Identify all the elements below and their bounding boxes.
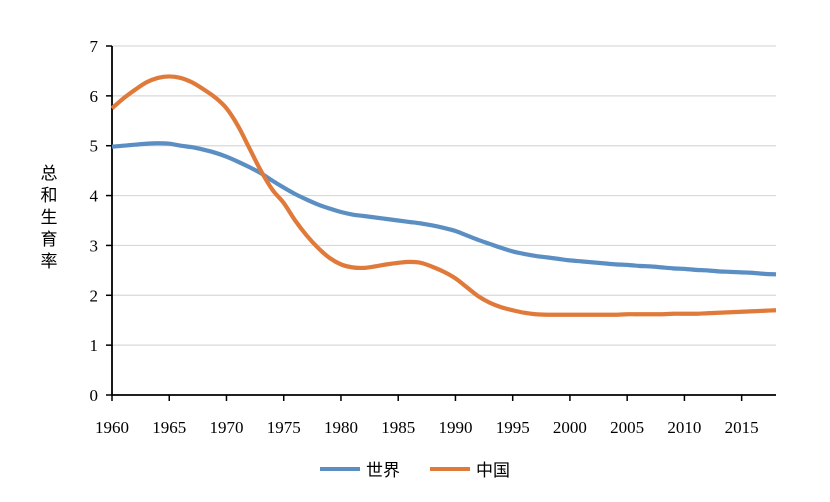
y-tick-label: 4 bbox=[90, 187, 99, 206]
legend: 世界 中国 bbox=[0, 456, 830, 481]
x-tick-label: 1965 bbox=[152, 418, 186, 437]
x-tick-label: 1980 bbox=[324, 418, 358, 437]
legend-item-world: 世界 bbox=[320, 456, 400, 481]
y-axis-label: 总和生育率 bbox=[40, 164, 58, 272]
x-tick-label: 2005 bbox=[610, 418, 644, 437]
legend-label-china: 中国 bbox=[476, 461, 510, 481]
x-tick-label: 2000 bbox=[553, 418, 587, 437]
x-tick-label: 1990 bbox=[438, 418, 472, 437]
x-tick-label: 2015 bbox=[725, 418, 759, 437]
y-tick-label: 7 bbox=[90, 37, 99, 56]
y-tick-label: 2 bbox=[90, 286, 99, 305]
y-tick-label: 0 bbox=[90, 386, 99, 405]
y-tick-label: 5 bbox=[90, 137, 99, 156]
legend-swatch-world bbox=[320, 466, 360, 471]
y-tick-label: 1 bbox=[90, 336, 99, 355]
x-tick-label: 1970 bbox=[209, 418, 243, 437]
y-tick-label: 3 bbox=[90, 236, 99, 255]
y-tick-label: 6 bbox=[90, 87, 99, 106]
series-line-world bbox=[111, 141, 777, 277]
x-tick-label: 1995 bbox=[496, 418, 530, 437]
x-tick-label: 1985 bbox=[381, 418, 415, 437]
legend-swatch-china bbox=[430, 466, 470, 471]
x-tick-label: 1975 bbox=[267, 418, 301, 437]
legend-item-china: 中国 bbox=[430, 456, 510, 481]
x-tick-label: 1960 bbox=[95, 418, 129, 437]
x-tick-label: 2010 bbox=[667, 418, 701, 437]
series-line-china bbox=[110, 74, 777, 317]
legend-label-world: 世界 bbox=[366, 461, 400, 481]
